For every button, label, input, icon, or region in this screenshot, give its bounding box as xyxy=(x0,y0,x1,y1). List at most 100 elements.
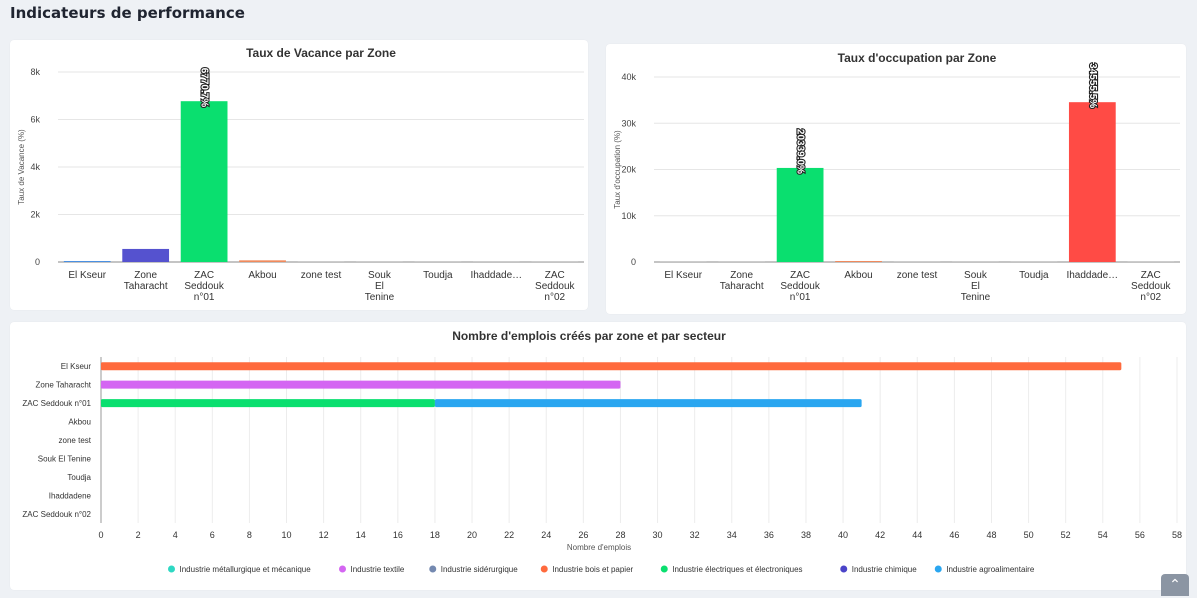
x-tick-label: Akbou xyxy=(248,270,276,281)
x-tick-label: Toudja xyxy=(423,270,453,281)
x-tick-label: 52 xyxy=(1061,530,1071,540)
bar xyxy=(893,261,941,262)
x-axis-label: Nombre d'emplois xyxy=(567,543,631,552)
x-tick-label: 10 xyxy=(282,530,292,540)
legend-marker xyxy=(429,565,437,573)
x-tick-label: 14 xyxy=(356,530,366,540)
x-tick-label: Souk El Tenine xyxy=(961,270,991,303)
x-tick-label: 26 xyxy=(578,530,588,540)
x-tick-label: 58 xyxy=(1172,530,1182,540)
chevron-up-icon: ⌃ xyxy=(1169,577,1181,593)
bar xyxy=(239,260,286,262)
y-tick-label: Zone Taharacht xyxy=(36,381,92,390)
y-tick-label: 6k xyxy=(30,115,40,125)
legend-marker xyxy=(540,565,548,573)
bar xyxy=(180,101,228,262)
y-tick-label: Souk El Tenine xyxy=(38,454,92,463)
jobs-chart-card: Nombre d'emplois créés par zone et par s… xyxy=(10,322,1186,590)
x-tick-label: 24 xyxy=(541,530,551,540)
bar xyxy=(659,261,707,262)
x-tick-label: 32 xyxy=(690,530,700,540)
x-tick-label: Zone Taharacht xyxy=(124,270,168,292)
x-tick-label: 34 xyxy=(727,530,737,540)
y-tick-label: ZAC Seddouk n°01 xyxy=(22,399,91,408)
x-tick-label: El Kseur xyxy=(664,270,702,281)
y-tick-label: 0 xyxy=(35,257,40,267)
x-tick-label: ZAC Seddouk n°02 xyxy=(1131,270,1171,303)
scroll-top-button[interactable]: ⌃ xyxy=(1161,574,1189,596)
x-tick-label: 22 xyxy=(504,530,514,540)
legend-entry: Industrie chimique xyxy=(852,565,917,574)
x-tick-label: zone test xyxy=(897,270,938,281)
x-tick-label: 46 xyxy=(949,530,959,540)
x-tick-label: Ihaddade… xyxy=(1066,270,1118,281)
x-tick-label: 2 xyxy=(136,530,141,540)
bar-data-label: 20339.0% xyxy=(795,129,806,174)
x-tick-label: 28 xyxy=(615,530,625,540)
x-tick-label: ZAC Seddouk n°02 xyxy=(535,270,575,303)
x-tick-label: 50 xyxy=(1024,530,1034,540)
bar xyxy=(63,261,111,262)
x-tick-label: 42 xyxy=(875,530,885,540)
x-tick-label: 38 xyxy=(801,530,811,540)
bar xyxy=(356,261,403,262)
bar xyxy=(835,261,882,262)
x-tick-label: El Kseur xyxy=(68,270,106,281)
chart-title: Taux d'occupation par Zone xyxy=(838,51,997,65)
bar-segment xyxy=(101,399,435,408)
bar-data-label: 6770.7% xyxy=(199,68,210,108)
x-tick-label: Zone Taharacht xyxy=(720,270,764,292)
x-tick-label: ZAC Seddouk n°01 xyxy=(184,270,224,303)
legend-marker xyxy=(934,565,942,573)
x-tick-label: 30 xyxy=(653,530,663,540)
y-tick-label: 4k xyxy=(30,162,40,172)
chart-title: Taux de Vacance par Zone xyxy=(246,46,396,60)
bar xyxy=(1127,261,1175,262)
x-tick-label: 8 xyxy=(247,530,252,540)
x-tick-label: 18 xyxy=(430,530,440,540)
x-tick-label: 44 xyxy=(912,530,922,540)
bar-segment xyxy=(101,362,1122,371)
y-tick-label: ZAC Seddouk n°02 xyxy=(22,510,91,519)
y-tick-label: 20k xyxy=(621,165,636,175)
legend-entry: Industrie textile xyxy=(351,565,405,574)
legend-entry: Industrie agroalimentaire xyxy=(946,565,1035,574)
legend-entry: Industrie bois et papier xyxy=(552,565,633,574)
bar xyxy=(718,261,766,262)
legend-entry: Industrie sidérurgique xyxy=(441,565,518,574)
bar-segment xyxy=(434,399,862,408)
bar xyxy=(952,261,999,262)
page-title: Indicateurs de performance xyxy=(10,4,245,22)
x-tick-label: Toudja xyxy=(1019,270,1049,281)
x-tick-label: 36 xyxy=(764,530,774,540)
legend-marker xyxy=(840,565,848,573)
legend-marker xyxy=(339,565,346,573)
y-axis-label: Taux de Vacance (%) xyxy=(17,129,26,205)
bar xyxy=(531,261,579,262)
bar xyxy=(776,167,824,262)
x-tick-label: 54 xyxy=(1098,530,1108,540)
legend-marker xyxy=(168,565,175,573)
y-axis-label: Taux d'occupation (%) xyxy=(613,130,622,209)
legend-marker xyxy=(660,565,668,573)
x-tick-label: Souk El Tenine xyxy=(365,270,395,303)
x-tick-label: 4 xyxy=(173,530,178,540)
bar-data-label: 34555.5% xyxy=(1087,63,1098,108)
x-tick-label: 40 xyxy=(838,530,848,540)
x-tick-label: 0 xyxy=(98,530,103,540)
chart-title: Nombre d'emplois créés par zone et par s… xyxy=(452,329,726,343)
x-tick-label: 48 xyxy=(986,530,996,540)
y-tick-label: 10k xyxy=(621,211,636,221)
legend-entry: Industrie électriques et électroniques xyxy=(672,565,802,574)
x-tick-label: 56 xyxy=(1135,530,1145,540)
y-tick-label: 30k xyxy=(621,118,636,128)
x-tick-label: zone test xyxy=(301,270,342,281)
x-tick-label: Ihaddade… xyxy=(470,270,522,281)
bar-segment xyxy=(101,380,621,389)
legend-entry: Industrie métallurgique et mécanique xyxy=(180,565,312,574)
bar xyxy=(1010,261,1058,262)
y-tick-label: 40k xyxy=(621,72,636,82)
bar xyxy=(1068,102,1116,262)
y-tick-label: Ihaddadene xyxy=(49,491,92,500)
bar xyxy=(297,261,345,262)
